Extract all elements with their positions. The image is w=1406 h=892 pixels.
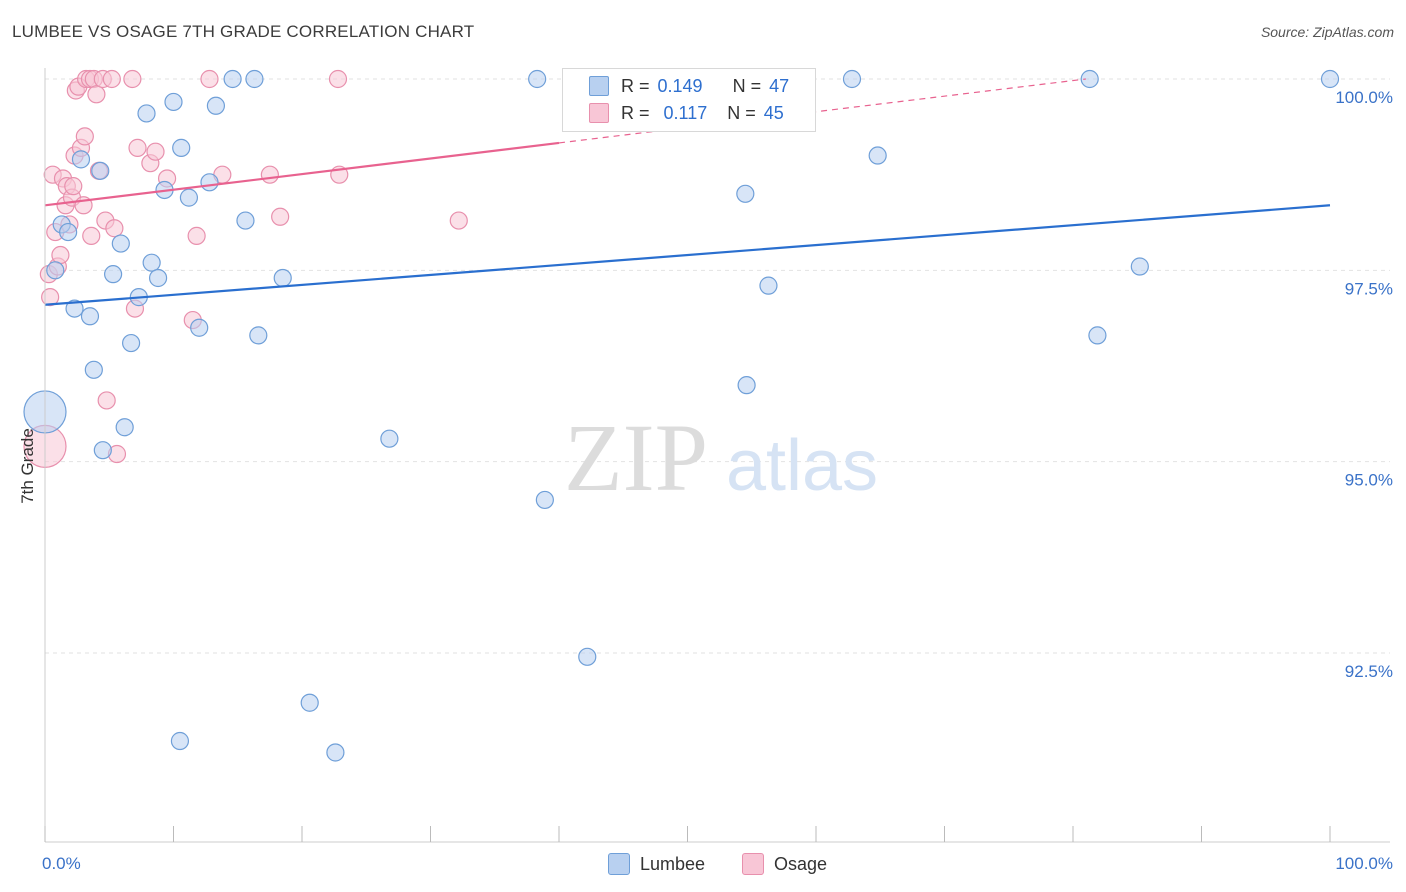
lumbee-point [200, 173, 219, 192]
y-tick-label: 92.5% [1345, 662, 1393, 681]
lumbee-point [249, 326, 268, 345]
osage-r-value: 0.117 [663, 102, 708, 123]
osage-point [51, 245, 70, 265]
lumbee-point [1080, 69, 1099, 89]
lumbee-point [65, 299, 84, 318]
axis-layer: 100.0% 97.5% 95.0% 92.5% 0.0% 100.0% [42, 68, 1393, 873]
lumbee-point [179, 188, 199, 207]
lumbee-n-value: 47 [769, 75, 790, 96]
legend-r-label: R = [621, 75, 650, 96]
lumbee-point [236, 211, 255, 230]
legend-r-label: R = [621, 102, 650, 123]
bottom-legend-lumbee: Lumbee [608, 852, 705, 876]
osage-trend-line-extension [558, 78, 1086, 144]
lumbee-point [115, 418, 134, 437]
osage-swatch [589, 103, 609, 123]
lumbee-point [1088, 326, 1107, 345]
watermark-atlas: atlas [726, 426, 878, 506]
lumbee-point [535, 490, 554, 510]
osage-trend-line [44, 141, 560, 207]
source-label: Source: ZipAtlas.com [1260, 24, 1394, 40]
osage-point [87, 85, 106, 104]
osage-point [123, 69, 142, 89]
lumbee-point [578, 647, 597, 666]
lumbee-point [172, 138, 191, 157]
lumbee-point [528, 69, 547, 89]
points-layer [23, 69, 1340, 762]
osage-point [105, 219, 124, 238]
legend-row-osage: R = 0.117 N = 45 [563, 100, 784, 126]
lumbee-point [245, 69, 264, 89]
osage-legend-swatch [742, 853, 764, 875]
osage-point [187, 226, 206, 245]
lumbee-point [1320, 69, 1340, 89]
osage-point [64, 177, 83, 196]
lumbee-point [223, 69, 242, 89]
lumbee-point [273, 268, 292, 288]
lumbee-point [91, 161, 110, 180]
osage-point [97, 391, 116, 410]
lumbee-legend-label: Lumbee [640, 853, 706, 874]
y-axis-label: 7th Grade [18, 428, 37, 504]
watermark-zip: ZIP [564, 404, 708, 511]
osage-point [82, 226, 101, 245]
lumbee-legend-swatch [608, 853, 630, 875]
osage-point [41, 288, 60, 307]
lumbee-swatch [589, 76, 609, 96]
grid-layer [45, 78, 1390, 654]
lumbee-point [170, 731, 190, 751]
lumbee-r-value: 0.149 [657, 75, 703, 96]
legend-n-label: N = [732, 75, 762, 96]
lumbee-point [104, 265, 123, 284]
lumbee-point [206, 96, 226, 115]
osage-point [128, 138, 147, 157]
osage-point [102, 69, 121, 89]
lumbee-point [71, 150, 91, 169]
osage-point [200, 69, 219, 89]
lumbee-trend-line [44, 204, 1331, 306]
osage-n-value: 45 [763, 102, 784, 123]
y-tick-label: 100.0% [1335, 88, 1393, 107]
lumbee-point [46, 261, 65, 280]
lumbee-point [142, 253, 161, 272]
lumbee-point [736, 184, 755, 203]
osage-point [75, 127, 94, 146]
lumbee-point [84, 360, 103, 379]
chart-title: LUMBEE VS OSAGE 7TH GRADE CORRELATION CH… [12, 22, 475, 41]
osage-point [260, 165, 279, 184]
lumbee-point [759, 276, 778, 295]
lumbee-point [1130, 257, 1149, 276]
lumbee-point [737, 376, 756, 395]
osage-legend-label: Osage [774, 853, 828, 874]
osage-point [449, 211, 468, 230]
legend-row-lumbee: R = 0.149 N = 47 [563, 73, 789, 99]
lumbee-point [326, 743, 345, 762]
osage-point [271, 207, 290, 226]
bottom-legend-osage: Osage [742, 852, 827, 876]
legend-n-label: N = [727, 102, 756, 123]
osage-point [146, 142, 165, 161]
watermark: ZIP atlas [564, 404, 878, 511]
lumbee-point [842, 69, 862, 89]
lumbee-point [111, 234, 130, 253]
trend-layer [44, 78, 1331, 306]
lumbee-point [380, 429, 399, 448]
lumbee-point [164, 92, 183, 112]
lumbee-point [148, 268, 168, 288]
lumbee-point [868, 146, 887, 165]
lumbee-point [190, 318, 209, 337]
lumbee-point [300, 693, 319, 712]
x-tick-label-max: 100.0% [1335, 854, 1393, 873]
correlation-legend: R = 0.149 N = 47 R = 0.117 N = 45 [562, 68, 816, 132]
lumbee-point [59, 222, 78, 242]
lumbee-point [80, 307, 100, 326]
y-tick-label: 97.5% [1345, 279, 1393, 298]
x-tick-label-min: 0.0% [42, 854, 81, 873]
y-tick-label: 95.0% [1345, 471, 1393, 490]
lumbee-point [137, 104, 156, 123]
lumbee-point [93, 441, 112, 460]
osage-point [328, 69, 348, 89]
lumbee-point [121, 333, 141, 353]
